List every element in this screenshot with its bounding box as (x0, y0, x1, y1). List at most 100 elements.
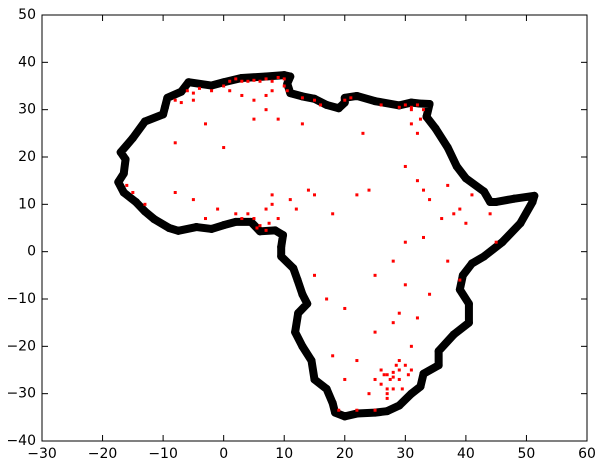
point (434, 361, 443, 370)
point (234, 212, 238, 216)
point (355, 408, 359, 412)
point (530, 191, 539, 200)
point (313, 193, 316, 197)
x-tick-label: −30 (27, 446, 57, 462)
x-tick-label: 40 (457, 446, 475, 462)
point (373, 377, 377, 381)
point (285, 89, 289, 93)
point (191, 198, 195, 202)
point (355, 359, 359, 363)
point (409, 368, 413, 372)
point (216, 207, 220, 211)
point (264, 93, 268, 97)
point (222, 84, 226, 88)
point (174, 226, 183, 235)
point (246, 79, 250, 83)
point (293, 276, 302, 285)
point (331, 212, 335, 216)
point (306, 188, 310, 192)
point (406, 373, 410, 377)
x-tick-label: −10 (148, 446, 178, 462)
point (464, 221, 468, 225)
x-tick-label: 60 (578, 446, 596, 462)
point (440, 217, 444, 221)
coastline (114, 71, 539, 421)
point (385, 392, 389, 396)
point (422, 235, 425, 239)
point (400, 387, 404, 391)
point (240, 217, 244, 221)
point (173, 191, 177, 194)
point (277, 252, 286, 261)
y-tick-label: 40 (18, 54, 36, 70)
point (446, 259, 450, 263)
point (140, 117, 149, 126)
point (458, 271, 467, 280)
point (334, 104, 343, 113)
point (276, 117, 280, 121)
point (397, 368, 401, 372)
point (303, 299, 312, 308)
point (464, 318, 473, 327)
point (246, 212, 250, 216)
point (280, 71, 289, 80)
point (298, 342, 307, 351)
point (422, 108, 425, 112)
point (319, 103, 323, 107)
point (397, 359, 401, 363)
point (409, 122, 413, 126)
point (255, 226, 259, 230)
point (494, 240, 498, 244)
point (300, 96, 304, 100)
point (340, 412, 349, 421)
y-tick-label: 30 (18, 102, 36, 118)
point (409, 105, 413, 109)
point (121, 155, 130, 164)
point (307, 356, 316, 365)
point (367, 392, 371, 396)
point (197, 86, 201, 90)
point (394, 363, 398, 367)
point (264, 228, 268, 232)
point (270, 193, 274, 197)
y-tick-label: −30 (6, 386, 36, 402)
point (455, 285, 464, 294)
point (403, 164, 407, 168)
point (492, 197, 501, 206)
x-tick-label: 0 (219, 446, 228, 462)
point (252, 78, 256, 82)
point (267, 221, 271, 225)
point (418, 117, 422, 121)
point (480, 252, 489, 261)
point (165, 224, 174, 232)
point (322, 384, 331, 393)
y-tick-label: 20 (18, 149, 36, 165)
point (458, 207, 462, 211)
point (191, 98, 195, 102)
point (458, 278, 462, 282)
point (486, 197, 495, 206)
point (291, 328, 300, 337)
point (228, 79, 232, 83)
point (240, 79, 244, 83)
point (452, 212, 456, 216)
point (288, 198, 292, 202)
point (237, 73, 246, 82)
point (419, 369, 428, 378)
point (371, 408, 380, 417)
point (192, 223, 201, 232)
point (184, 78, 193, 87)
point (343, 306, 347, 310)
point (140, 207, 149, 216)
point (343, 98, 347, 102)
y-tick-label: −40 (6, 433, 36, 449)
point (385, 396, 389, 400)
point (403, 240, 407, 244)
point (371, 97, 380, 106)
point (264, 108, 268, 112)
point (391, 387, 395, 391)
point (452, 162, 461, 171)
point (415, 179, 419, 183)
point (270, 89, 274, 93)
